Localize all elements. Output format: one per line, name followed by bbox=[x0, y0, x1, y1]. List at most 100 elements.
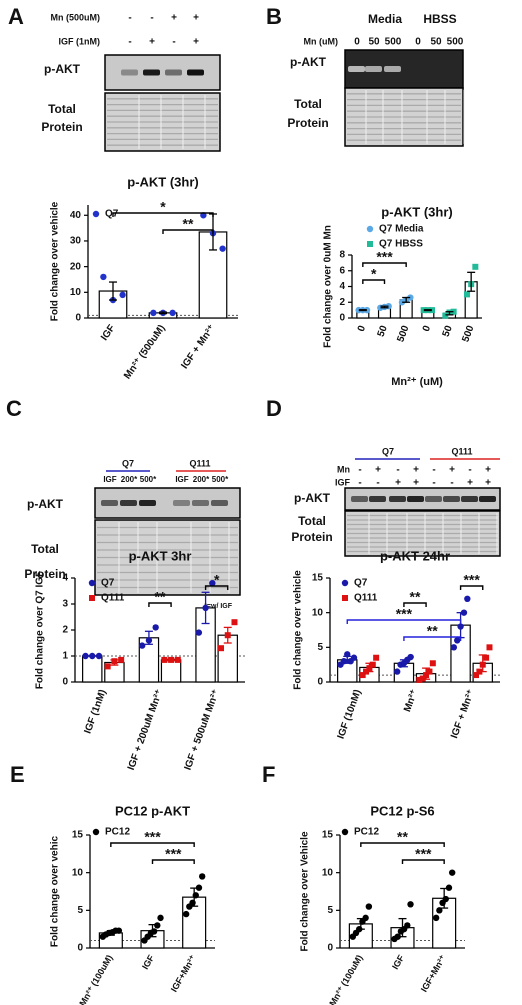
data-point bbox=[472, 263, 479, 270]
y-axis-label: Fold change over 0uM Mn bbox=[323, 225, 334, 348]
blot-band bbox=[351, 496, 368, 502]
blot-band bbox=[369, 496, 386, 502]
significance-bracket bbox=[401, 859, 445, 864]
significance-label: * bbox=[214, 572, 220, 588]
data-point bbox=[393, 668, 401, 675]
significance-label: * bbox=[371, 266, 377, 282]
y-axis-label: Fold change over vehicle bbox=[50, 201, 61, 321]
y-tick-label: 0 bbox=[75, 313, 81, 324]
lane-label: + bbox=[149, 37, 155, 48]
group-label: Q111 bbox=[451, 446, 472, 456]
group-label: Media bbox=[368, 12, 402, 26]
data-point bbox=[429, 307, 436, 314]
data-point bbox=[365, 903, 373, 910]
x-tick-label: Mn²⁺ bbox=[402, 688, 420, 713]
significance-label: *** bbox=[396, 606, 413, 622]
data-point bbox=[150, 309, 157, 317]
y-tick-label: 0 bbox=[327, 943, 333, 954]
blot-label: Total bbox=[31, 542, 59, 556]
data-point bbox=[442, 312, 449, 319]
x-tick-label: IGF+Mn²⁺ bbox=[419, 953, 448, 994]
x-tick-label: Mn²⁺ (100uM) bbox=[77, 953, 114, 1005]
legend-label: Q7 bbox=[105, 209, 119, 220]
blot-band bbox=[187, 69, 204, 76]
lane-label: + bbox=[395, 478, 401, 489]
blot-note: *=w/ IGF bbox=[204, 603, 233, 610]
legend-marker bbox=[89, 595, 95, 601]
x-tick-label: IGF bbox=[390, 953, 406, 971]
blot-band bbox=[425, 496, 442, 502]
blot-band bbox=[173, 500, 190, 506]
x-tick-label: 500 bbox=[460, 324, 476, 344]
x-tick-label: IGF bbox=[99, 323, 118, 343]
lane-label: 0 bbox=[354, 37, 360, 48]
lane-label: - bbox=[450, 478, 453, 489]
x-tick-label: 0 bbox=[356, 324, 368, 333]
legend-label: Q7 Media bbox=[379, 224, 424, 235]
panel-letter: B bbox=[266, 4, 282, 29]
lane-label: 200* bbox=[193, 475, 210, 484]
y-tick-label: 8 bbox=[339, 250, 345, 261]
x-tick-label: 0 bbox=[421, 324, 433, 333]
y-tick-label: 30 bbox=[70, 236, 82, 247]
significance-bracket bbox=[151, 859, 195, 864]
lane-label: + bbox=[375, 465, 381, 476]
y-tick-label: 5 bbox=[327, 905, 333, 916]
data-point bbox=[138, 642, 146, 649]
y-tick-label: 0 bbox=[77, 943, 83, 954]
data-point bbox=[450, 644, 458, 651]
y-tick-label: 15 bbox=[72, 830, 84, 841]
x-tick-label: IGF bbox=[140, 953, 156, 971]
data-point bbox=[174, 656, 181, 663]
significance-bracket bbox=[112, 212, 214, 217]
lane-label: + bbox=[467, 478, 473, 489]
data-point bbox=[119, 291, 126, 299]
lane-label: 200* bbox=[121, 475, 138, 484]
data-point bbox=[426, 668, 433, 675]
data-point bbox=[407, 653, 414, 661]
data-point bbox=[195, 884, 203, 891]
lane-label: + bbox=[193, 37, 199, 48]
blot-band bbox=[461, 496, 478, 502]
chart-title: p-AKT (3hr) bbox=[381, 204, 453, 219]
lane-label: + bbox=[413, 478, 419, 489]
data-point bbox=[350, 654, 358, 661]
data-point bbox=[182, 910, 190, 918]
group-label: Q111 bbox=[189, 458, 210, 468]
blot-label: p-AKT bbox=[290, 55, 327, 69]
data-point bbox=[454, 637, 461, 644]
significance-bracket bbox=[162, 229, 214, 234]
y-tick-label: 2 bbox=[62, 625, 68, 636]
data-point bbox=[82, 652, 89, 660]
blot-band bbox=[192, 500, 209, 506]
legend-label: PC12 bbox=[354, 827, 379, 838]
blot-label: Total bbox=[48, 102, 76, 116]
panel-letter: D bbox=[266, 396, 282, 421]
significance-label: *** bbox=[376, 249, 393, 265]
panel-letter: E bbox=[10, 762, 25, 787]
y-tick-label: 10 bbox=[72, 867, 84, 878]
data-point bbox=[450, 308, 457, 315]
data-point bbox=[483, 654, 490, 661]
blot-band bbox=[139, 500, 156, 506]
x-tick-label: Mn²⁺ (500uM) bbox=[122, 323, 167, 381]
significance-bracket bbox=[403, 636, 462, 641]
blot-label: Protein bbox=[41, 120, 82, 134]
lane-label: + bbox=[413, 465, 419, 476]
lane-label: - bbox=[432, 465, 435, 476]
y-tick-label: 4 bbox=[62, 573, 68, 584]
row-label: IGF bbox=[335, 477, 351, 487]
significance-bracket bbox=[148, 602, 172, 607]
legend-marker bbox=[88, 579, 96, 587]
panel-letter: C bbox=[6, 396, 22, 421]
y-tick-label: 10 bbox=[70, 287, 82, 298]
y-tick-label: 0 bbox=[62, 677, 68, 688]
row-label: Mn bbox=[337, 464, 350, 474]
chart-title: PC12 p-AKT bbox=[115, 803, 190, 818]
significance-label: *** bbox=[463, 572, 480, 588]
y-axis-label: Fold change over vehic bbox=[50, 835, 61, 947]
data-point bbox=[464, 595, 471, 602]
blot-band bbox=[443, 496, 460, 502]
y-tick-label: 0 bbox=[339, 313, 345, 324]
